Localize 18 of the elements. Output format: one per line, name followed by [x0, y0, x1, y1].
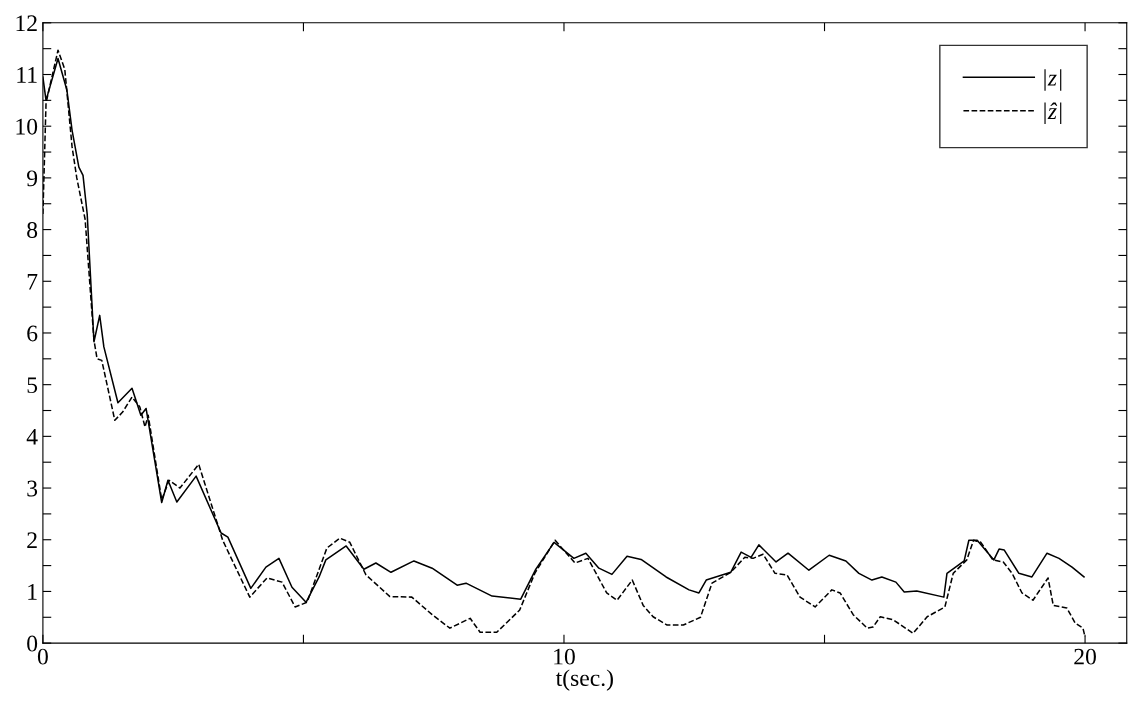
legend-label: |ẑ|	[1044, 102, 1062, 125]
y-tick-label: 0	[27, 635, 38, 652]
legend-label: |z|	[1044, 69, 1062, 91]
y-tick-label: 4	[26, 429, 38, 445]
x-axis-title: t(sec.)	[555, 669, 613, 691]
x-tick-label: 10	[554, 648, 575, 665]
x-tick-label: 20	[1074, 648, 1096, 665]
y-tick-label: 3	[27, 480, 38, 497]
y-tick-label: 5	[27, 377, 38, 394]
y-tick-label: 6	[27, 325, 38, 342]
y-tick-label: 10	[16, 118, 38, 135]
y-tick-label: 8	[27, 222, 38, 239]
y-tick-label: 12	[16, 15, 37, 32]
y-tick-label: 1	[28, 584, 37, 600]
y-tick-label: 2	[27, 532, 37, 548]
y-tick-label: 9	[27, 170, 38, 187]
y-tick-label: 11	[17, 67, 37, 83]
y-tick-label: 7	[27, 274, 38, 290]
